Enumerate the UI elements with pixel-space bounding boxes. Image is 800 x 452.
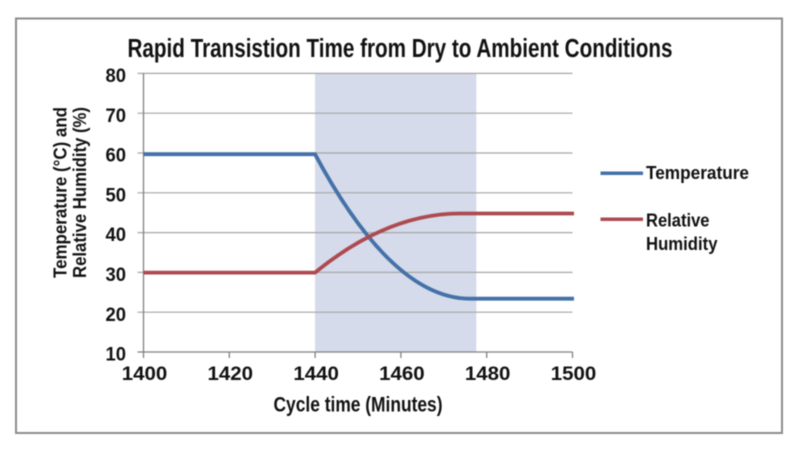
svg-text:Temperature: Temperature <box>646 162 749 183</box>
svg-text:Cycle time (Minutes): Cycle time (Minutes) <box>274 394 443 417</box>
svg-text:Relative Humidity (%): Relative Humidity (%) <box>70 107 90 278</box>
svg-text:30: 30 <box>106 265 127 286</box>
svg-text:10: 10 <box>106 345 127 366</box>
svg-text:40: 40 <box>106 225 127 246</box>
svg-text:80: 80 <box>106 66 127 87</box>
svg-text:Rapid Transistion Time from Dr: Rapid Transistion Time from Dry to Ambie… <box>128 35 673 63</box>
svg-text:1400: 1400 <box>122 364 168 385</box>
svg-text:50: 50 <box>106 185 127 206</box>
svg-text:1500: 1500 <box>551 364 597 385</box>
svg-text:20: 20 <box>106 305 127 326</box>
svg-text:60: 60 <box>106 146 127 167</box>
svg-text:1440: 1440 <box>293 364 339 385</box>
svg-text:1420: 1420 <box>208 364 254 385</box>
svg-text:Humidity: Humidity <box>646 233 718 254</box>
svg-text:Relative: Relative <box>646 210 710 231</box>
svg-text:Temperature (°C) and: Temperature (°C) and <box>51 107 71 278</box>
svg-text:1480: 1480 <box>465 364 511 385</box>
svg-text:70: 70 <box>106 106 127 127</box>
svg-text:1460: 1460 <box>379 364 425 385</box>
